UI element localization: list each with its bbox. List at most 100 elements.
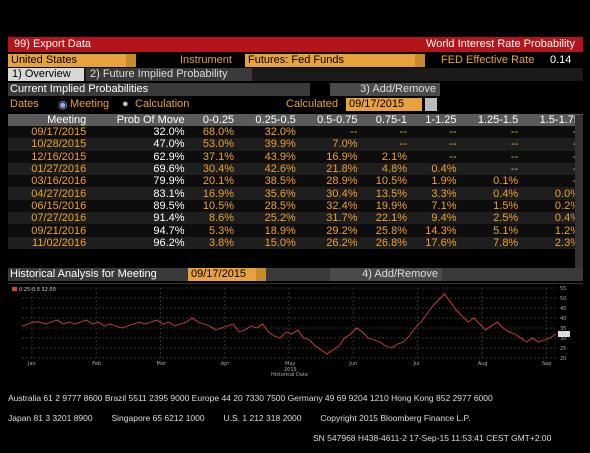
probability-cell: 42.6% [237, 162, 299, 176]
probability-cell: 1.2% [521, 224, 583, 237]
dates-label: Dates [10, 98, 39, 110]
radio-calculation-label: Calculation [135, 98, 190, 110]
tab-future-implied[interactable]: 2) Future Implied Probability [86, 68, 252, 81]
meeting-date-cell: 07/27/2016 [8, 212, 90, 225]
footer: Australia 61 2 9777 8600 Brazil 5511 239… [8, 383, 551, 453]
country-select[interactable]: United States [8, 54, 126, 67]
meeting-date-cell: 12/16/2015 [8, 150, 90, 163]
history-add-remove-button[interactable]: 4) Add/Remove [330, 268, 442, 281]
x-tick-label: Aug [478, 361, 488, 367]
table-row[interactable]: 03/16/2016 79.9% 20.1% 38.5% 28.9% 10.5% 1.9% 0… [8, 175, 583, 188]
y-tick-label: 50 [560, 296, 566, 302]
probability-cell: 3.3% [410, 187, 460, 200]
probability-cell: 62.9% [89, 150, 188, 163]
probability-cell: 25.8% [360, 224, 410, 237]
instrument-select[interactable]: Futures: Fed Funds [245, 54, 415, 67]
probability-cell: 91.4% [89, 212, 188, 225]
x-tick-label: May [285, 361, 295, 367]
probability-cell: 2.3% [521, 236, 583, 249]
table-row[interactable]: 09/21/2016 94.7% 5.3% 18.9% 29.2% 25.8% 14.3% 5… [8, 224, 583, 237]
last-value-tag [558, 331, 570, 337]
probability-cell: 21.8% [298, 162, 361, 176]
probability-cell: 32.4% [298, 199, 361, 213]
y-tick-label: 35 [560, 326, 566, 332]
tab-overview[interactable]: 1) Overview [8, 68, 84, 81]
radio-calculation-icon[interactable]: ● [122, 98, 129, 110]
y-tick-label: 25 [560, 346, 566, 352]
probability-cell: 25.2% [237, 212, 299, 225]
probability-cell: 1.9% [410, 175, 460, 188]
probability-cell: 13.5% [360, 187, 410, 200]
probability-cell: -- [410, 138, 460, 151]
probability-cell: 47.0% [89, 138, 188, 151]
probability-cell: 19.9% [360, 199, 410, 213]
probability-cell: 26.8% [360, 236, 410, 249]
table-row[interactable]: 07/27/2016 91.4% 8.6% 25.2% 31.7% 22.1% 9.4% 2.… [8, 212, 583, 225]
calculated-date-input[interactable]: 09/17/2015 [346, 98, 422, 111]
fed-rate-value: 0.14 [550, 54, 572, 66]
calendar-icon[interactable] [425, 98, 437, 111]
probability-cell: 16.9% [298, 150, 361, 163]
probability-cell: -- [410, 126, 460, 139]
table-row[interactable]: 11/02/2016 96.2% 3.8% 15.0% 26.2% 26.8% 17.6% 7… [8, 236, 583, 249]
table-row[interactable]: 01/27/2016 69.6% 30.4% 42.6% 21.8% 4.8% 0.4% --… [8, 162, 583, 176]
probability-cell: 16.9% [187, 187, 238, 200]
column-header: 0-0.25 [187, 114, 238, 126]
probability-cell: 53.0% [187, 138, 238, 151]
x-tick-label: Jun [348, 361, 357, 367]
probability-cell: -- [459, 126, 522, 139]
y-tick-label: 30 [560, 336, 566, 342]
probability-cell: 28.5% [237, 199, 299, 213]
meeting-date-cell: 09/21/2016 [8, 224, 90, 237]
history-dropdown-icon[interactable] [256, 268, 266, 281]
probability-cell: 30.4% [187, 162, 238, 176]
probability-cell: 35.6% [237, 187, 299, 200]
y-tick-label: 20 [560, 356, 566, 362]
y-tick-label: 55 [560, 286, 566, 292]
probability-cell: 30.4% [298, 187, 361, 200]
page-title: World Interest Rate Probability [426, 38, 575, 50]
history-date-input[interactable]: 09/17/2015 [188, 268, 256, 281]
probability-cell: 96.2% [89, 236, 188, 249]
export-data-button[interactable]: 99) Export Data [14, 38, 92, 50]
probability-cell: 39.9% [237, 138, 299, 151]
history-line-chart: 20 25 30 35 40 45 50 55 Jan Feb Mar Apr May Jun Jul Aug… [12, 286, 570, 378]
radio-meeting-label: Meeting [70, 98, 110, 110]
probability-table: Meeting Prob Of Move 0-0.25 0.25-0.5 0.5-0.7… [8, 114, 583, 249]
column-header: 1.5-1.75 [521, 114, 583, 126]
radio-meeting-icon[interactable]: ◉ [58, 99, 68, 111]
instrument-dropdown-icon[interactable] [415, 54, 425, 67]
probability-cell: 32.0% [237, 126, 299, 139]
probability-cell: -- [410, 150, 460, 163]
probability-cell: -- [459, 162, 522, 176]
probability-cell: -- [521, 150, 583, 163]
probability-cell: 38.5% [237, 175, 299, 188]
legend-swatch [12, 287, 17, 291]
table-row[interactable]: 06/15/2016 89.5% 10.5% 28.5% 32.4% 19.9% 7.1% 1… [8, 199, 583, 213]
probability-cell: 69.6% [89, 162, 188, 176]
probability-cell: 7.1% [410, 199, 460, 213]
y-tick-label: 45 [560, 306, 566, 312]
column-header: 1-1.25 [410, 114, 460, 126]
probability-cell: 68.0% [187, 126, 238, 139]
probability-cell: 0.1% [459, 175, 522, 188]
footer-line-1: Australia 61 2 9777 8600 Brazil 5511 239… [8, 393, 493, 403]
probability-cell: 7.0% [298, 138, 361, 151]
footer-line-2: Japan 81 3 3201 8900 Singapore 65 6212 1… [8, 413, 471, 423]
probability-cell: 83.1% [89, 187, 188, 200]
meeting-date-cell: 01/27/2016 [8, 162, 90, 176]
x-tick-label: Jul [413, 361, 420, 367]
table-scrollbar[interactable] [575, 115, 583, 268]
probability-cell: 5.1% [459, 224, 522, 237]
table-row[interactable]: 04/27/2016 83.1% 16.9% 35.6% 30.4% 13.5% 3.3% 0… [8, 187, 583, 200]
add-remove-button[interactable]: 3) Add/Remove [330, 83, 440, 96]
footer-line-3: SN 547968 H438-4611-2 17-Sep-15 11:53:41… [313, 433, 552, 443]
meeting-date-cell: 11/02/2016 [8, 236, 90, 249]
country-dropdown-icon[interactable] [126, 54, 136, 67]
tab-bar: 1) Overview 2) Future Implied Probabilit… [8, 68, 583, 81]
probability-cell: 18.9% [237, 224, 299, 237]
meeting-date-cell: 06/15/2016 [8, 199, 90, 213]
